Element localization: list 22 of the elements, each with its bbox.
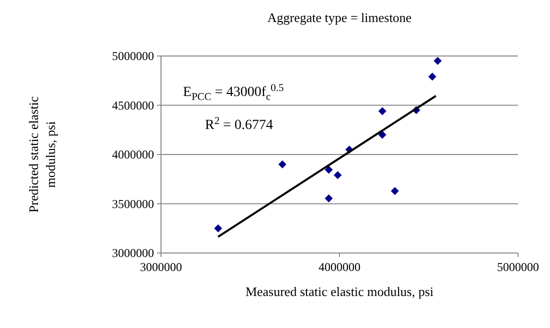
point [324,166,333,174]
point [278,160,286,168]
point [324,194,333,202]
chart-title: Aggregate type = limestone [267,10,412,25]
x-tick-label: 5000000 [497,260,539,274]
y-tick-label: 4000000 [112,148,154,162]
y-tick-label: 3000000 [112,246,154,260]
point [334,171,342,180]
point [434,56,442,65]
x-tick-label: 3000000 [140,260,182,274]
point [428,72,436,81]
x-tick-label: 4000000 [318,260,360,274]
y-tick-label: 4500000 [112,98,154,112]
y-axis-title: Predicted static elastic modulus, psi [26,96,58,213]
point [378,130,386,139]
point [390,186,399,195]
y-tick-label: 3500000 [112,196,154,211]
point [378,107,386,116]
annotation: R$^{2}$ = 0.6774 [205,116,273,133]
y-tick-label: 5000000 [112,49,154,63]
x-axis-title: Measured static elastic modulus, psi [245,284,434,299]
point [214,224,222,232]
